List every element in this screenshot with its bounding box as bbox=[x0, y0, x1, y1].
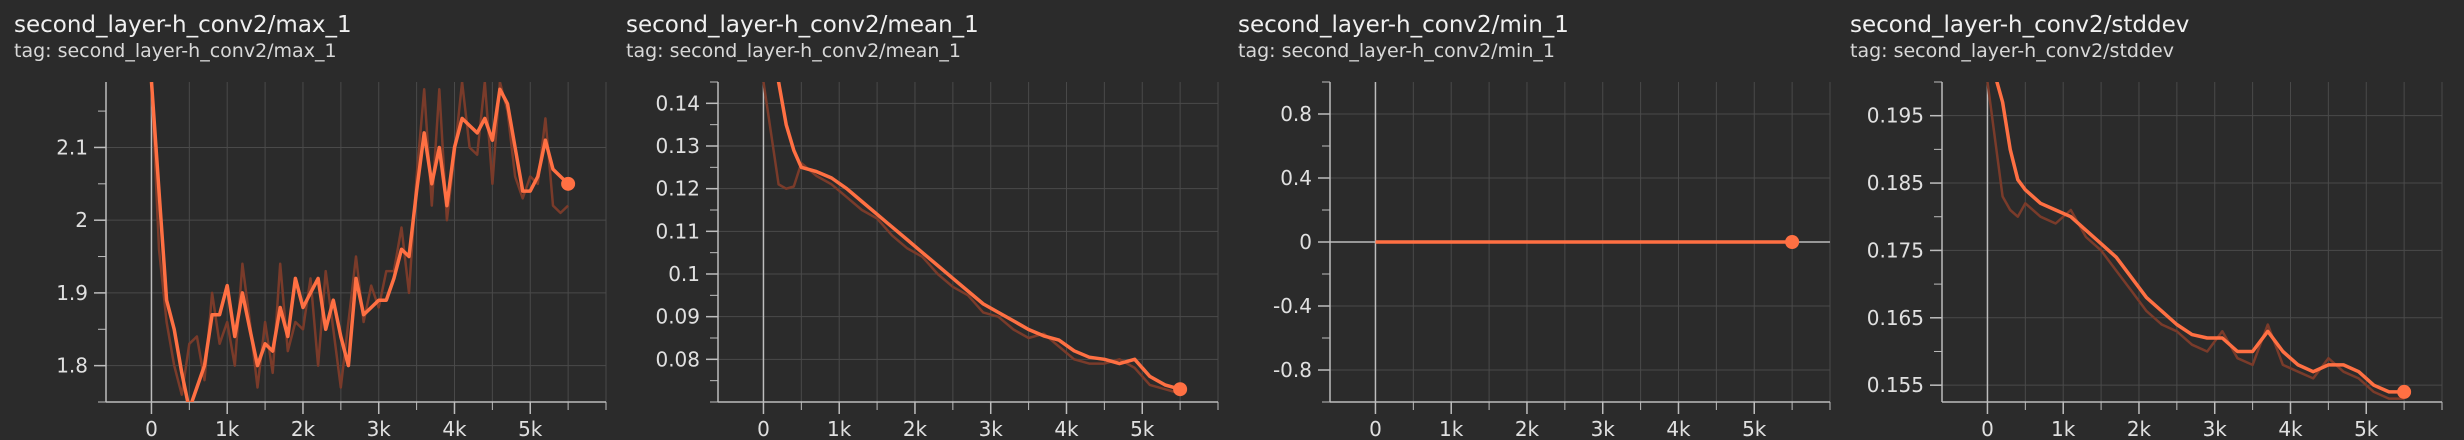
x-tick-label: 0 bbox=[145, 417, 158, 440]
x-tick-label: 4k bbox=[1666, 417, 1691, 440]
x-tick-label: 4k bbox=[2278, 417, 2303, 440]
y-tick-label: 1.8 bbox=[56, 354, 88, 378]
y-tick-label: -0.8 bbox=[1273, 358, 1312, 382]
x-tick-label: 3k bbox=[1591, 417, 1616, 440]
last-value-marker bbox=[1785, 235, 1800, 249]
raw-series-line bbox=[1986, 82, 2405, 400]
y-tick-label: 0.8 bbox=[1280, 102, 1312, 126]
y-tick-label: 0.175 bbox=[1867, 238, 1924, 262]
y-tick-label: 0.185 bbox=[1867, 171, 1924, 195]
plot-area[interactable]: 0.08 0.09 0.1 0.11 0.12 0.13 0.14 0 1k 2k 3k 4k 5k bbox=[612, 0, 1224, 440]
chart-tag: tag: second_layer-h_conv2/mean_1 bbox=[626, 40, 962, 62]
y-tick-label: 0.14 bbox=[655, 91, 700, 115]
y-tick-label: 1.9 bbox=[56, 281, 88, 305]
chart-tag: tag: second_layer-h_conv2/min_1 bbox=[1238, 40, 1555, 62]
y-tick-label: 0.13 bbox=[655, 134, 700, 158]
chart-tag: tag: second_layer-h_conv2/stddev bbox=[1850, 40, 2174, 62]
last-value-marker bbox=[2397, 384, 2412, 399]
raw-series-line bbox=[762, 82, 1181, 395]
x-tick-label: 3k bbox=[979, 417, 1004, 440]
grid bbox=[106, 82, 607, 402]
last-value-marker bbox=[561, 176, 576, 191]
smoothed-series-line bbox=[149, 82, 570, 402]
plot-area[interactable]: 0.155 0.165 0.175 0.185 0.195 0 1k 2k 3k 4k 5k bbox=[1836, 0, 2448, 440]
plot-area[interactable]: -0.8 -0.4 0 0.4 0.8 0 1k 2k 3k 4k 5k bbox=[1224, 0, 1836, 440]
x-tick-label: 1k bbox=[827, 417, 852, 440]
x-tick-label: 3k bbox=[367, 417, 392, 440]
x-tick-label: 4k bbox=[442, 417, 467, 440]
chart-card: second_layer-h_conv2/max_1 tag: second_l… bbox=[0, 0, 612, 440]
chart-card: second_layer-h_conv2/stddev tag: second_… bbox=[1836, 0, 2448, 440]
raw-series-line bbox=[150, 82, 569, 396]
x-tick-label: 4k bbox=[1054, 417, 1079, 440]
x-tick-label: 2k bbox=[903, 417, 928, 440]
chart-card: second_layer-h_conv2/min_1 tag: second_l… bbox=[1224, 0, 1836, 440]
chart-card: second_layer-h_conv2/mean_1 tag: second_… bbox=[612, 0, 1224, 440]
x-tick-label: 0 bbox=[757, 417, 770, 440]
x-tick-label: 1k bbox=[2051, 417, 2076, 440]
x-tick-label: 1k bbox=[215, 417, 240, 440]
x-tick-label: 2k bbox=[291, 417, 316, 440]
chart-title: second_layer-h_conv2/mean_1 bbox=[626, 12, 979, 38]
chart-title: second_layer-h_conv2/stddev bbox=[1850, 12, 2190, 38]
last-value-marker bbox=[1173, 382, 1188, 397]
x-tick-label: 0 bbox=[1369, 417, 1382, 440]
y-tick-label: 0.11 bbox=[655, 219, 700, 243]
y-tick-label: 0.1 bbox=[668, 262, 700, 286]
plot-area[interactable]: 1.8 1.9 2 2.1 0 1k 2k 3k 4k 5k bbox=[0, 0, 612, 440]
smoothed-series-line bbox=[776, 82, 1181, 391]
x-tick-label: 5k bbox=[1742, 417, 1767, 440]
grid bbox=[718, 82, 1219, 402]
y-tick-label: 0 bbox=[1299, 230, 1312, 254]
y-tick-label: 2.1 bbox=[56, 135, 88, 159]
grid bbox=[1942, 82, 2443, 402]
y-tick-label: 0.12 bbox=[655, 177, 700, 201]
x-tick-label: 1k bbox=[1439, 417, 1464, 440]
y-tick-label: 0.155 bbox=[1867, 373, 1924, 397]
chart-title: second_layer-h_conv2/max_1 bbox=[14, 12, 352, 38]
x-tick-label: 5k bbox=[518, 417, 543, 440]
x-tick-label: 0 bbox=[1981, 417, 1994, 440]
y-tick-label: 0.08 bbox=[655, 347, 700, 371]
y-tick-label: 0.195 bbox=[1867, 104, 1924, 128]
y-tick-label: 0.165 bbox=[1867, 306, 1924, 330]
smoothed-series-line bbox=[1995, 82, 2405, 394]
chart-tag: tag: second_layer-h_conv2/max_1 bbox=[14, 40, 337, 62]
y-tick-label: 2 bbox=[75, 208, 88, 232]
x-tick-label: 5k bbox=[1130, 417, 1155, 440]
y-tick-label: 0.4 bbox=[1280, 166, 1312, 190]
chart-title: second_layer-h_conv2/min_1 bbox=[1238, 12, 1569, 38]
x-tick-label: 5k bbox=[2354, 417, 2379, 440]
x-tick-label: 2k bbox=[2127, 417, 2152, 440]
y-tick-label: 0.09 bbox=[655, 305, 700, 329]
y-tick-label: -0.4 bbox=[1273, 294, 1312, 318]
x-tick-label: 2k bbox=[1515, 417, 1540, 440]
x-tick-label: 3k bbox=[2203, 417, 2228, 440]
